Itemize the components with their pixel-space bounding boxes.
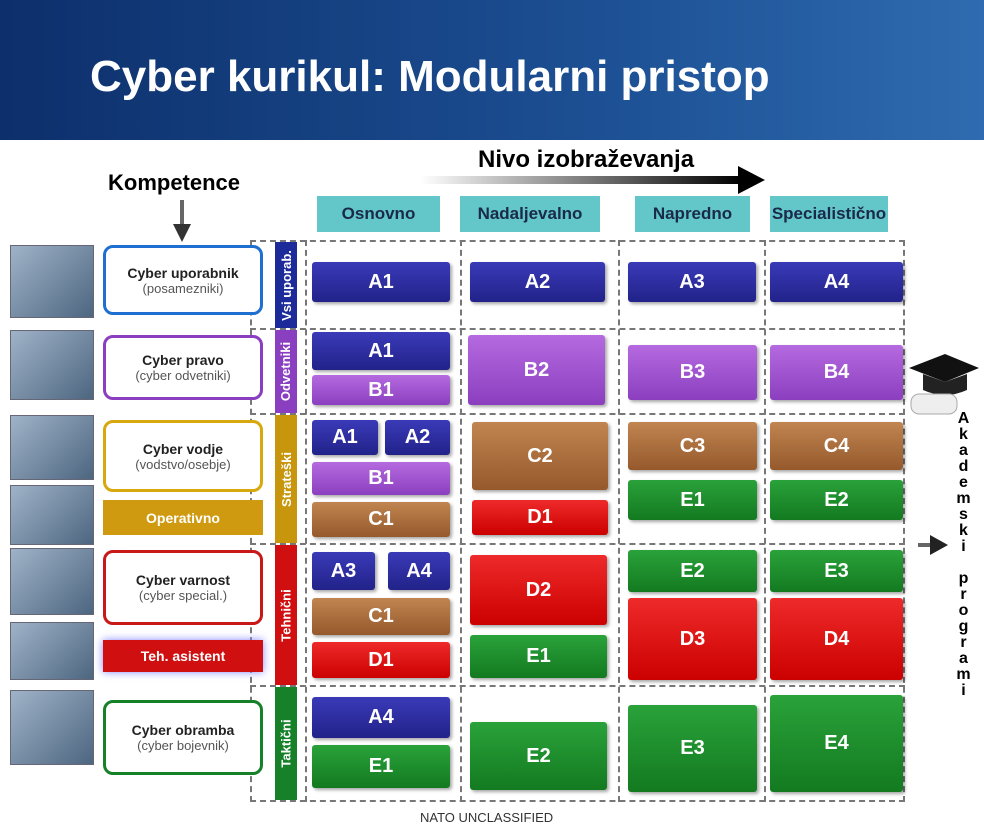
module: D1 <box>312 642 450 678</box>
side-arrow <box>918 535 948 555</box>
module: A4 <box>312 697 450 738</box>
module: E2 <box>628 550 757 592</box>
footer: NATO UNCLASSIFIED <box>420 810 554 825</box>
role-sublabel: (posamezniki) <box>142 280 224 296</box>
role-label: Cyber pravo <box>142 352 224 368</box>
column-header: Osnovno <box>317 196 440 232</box>
role-label: Cyber uporabnik <box>127 264 239 281</box>
module: E4 <box>770 695 903 792</box>
competence-label: Kompetence <box>108 170 241 195</box>
role-icon <box>10 330 94 400</box>
module: C3 <box>628 422 757 470</box>
role-box: Cyber vodje (vodstvo/osebje) <box>103 420 263 492</box>
module: B1 <box>312 375 450 405</box>
role-box: Cyber uporabnik (posamezniki) <box>103 245 263 315</box>
role-box: Cyber obramba (cyber bojevnik) <box>103 700 263 775</box>
role-box: Cyber varnost (cyber special.) <box>103 550 263 625</box>
role-sublabel: (cyber odvetniki) <box>135 368 231 383</box>
module: A3 <box>312 552 375 590</box>
column-header: Specialistično <box>770 196 888 232</box>
row-tag: Strateški <box>275 415 297 543</box>
row-tag: Taktični <box>275 687 297 800</box>
module: E3 <box>770 550 903 592</box>
module: E3 <box>628 705 757 792</box>
role-label: Cyber varnost <box>135 572 231 588</box>
row-tag: Vsi uporab. <box>275 242 297 328</box>
module: A3 <box>628 262 756 302</box>
module: E2 <box>470 722 607 790</box>
module: B1 <box>312 462 450 495</box>
module: C2 <box>472 422 608 490</box>
role-icon <box>10 245 94 318</box>
role-box: Cyber pravo (cyber odvetniki) <box>103 335 263 400</box>
role-label: Cyber vodje <box>142 440 224 457</box>
title: Cyber kurikul: Modularni pristop <box>90 52 770 101</box>
module: A1 <box>312 420 378 455</box>
module: A1 <box>312 332 450 370</box>
role-tag: Operativno <box>103 500 263 535</box>
module: D1 <box>472 500 608 535</box>
graduation-icon <box>909 354 979 415</box>
role-sublabel: (vodstvo/osebje) <box>135 456 231 472</box>
row-tag-text: Taktični <box>278 719 294 768</box>
row-tag-text: Tehnični <box>278 588 294 642</box>
level-arrow <box>420 166 765 194</box>
module: C1 <box>312 598 450 635</box>
module: B2 <box>468 335 605 405</box>
module: A2 <box>470 262 605 302</box>
grid-line <box>250 543 905 545</box>
module: C4 <box>770 422 903 470</box>
role-label: Cyber obramba <box>131 722 235 738</box>
module: B3 <box>628 345 757 400</box>
module: D2 <box>470 555 607 625</box>
role-icon <box>10 622 94 680</box>
grid-line <box>250 413 905 415</box>
module: A1 <box>312 262 450 302</box>
role-icon <box>10 548 94 615</box>
module: C1 <box>312 502 450 537</box>
module: E1 <box>628 480 757 520</box>
role-icon <box>10 485 94 545</box>
role-sublabel: (cyber special.) <box>138 588 228 603</box>
module: B4 <box>770 345 903 400</box>
module: A4 <box>770 262 903 302</box>
grid-line <box>618 240 620 802</box>
module: E1 <box>470 635 607 678</box>
grid-line <box>764 240 766 802</box>
row-tag: Tehnični <box>275 545 297 685</box>
column-header: Nadaljevalno <box>460 196 600 232</box>
grid-line <box>460 240 462 802</box>
header-banner <box>0 0 984 140</box>
module: A4 <box>388 552 450 590</box>
module: D3 <box>628 598 757 680</box>
module: E1 <box>312 745 450 788</box>
role-sublabel: (cyber bojevnik) <box>137 738 229 753</box>
grid-line <box>305 240 307 802</box>
column-header: Napredno <box>635 196 750 232</box>
row-tag: Odvetniki <box>275 330 297 413</box>
competence-arrow <box>173 200 191 242</box>
grid-line <box>250 328 905 330</box>
role-icon <box>10 415 94 480</box>
level-label: Nivo izobraževanja <box>478 146 695 173</box>
row-tag-text: Vsi uporab. <box>278 249 294 321</box>
grid-line <box>250 685 905 687</box>
module: A2 <box>385 420 450 455</box>
module: D4 <box>770 598 903 680</box>
row-tag-text: Odvetniki <box>278 341 294 402</box>
side-label: Akademski programi <box>955 410 972 698</box>
module: E2 <box>770 480 903 520</box>
role-tag: Teh. asistent <box>103 640 263 672</box>
role-icon <box>10 690 94 765</box>
row-tag-text: Strateški <box>278 451 294 507</box>
